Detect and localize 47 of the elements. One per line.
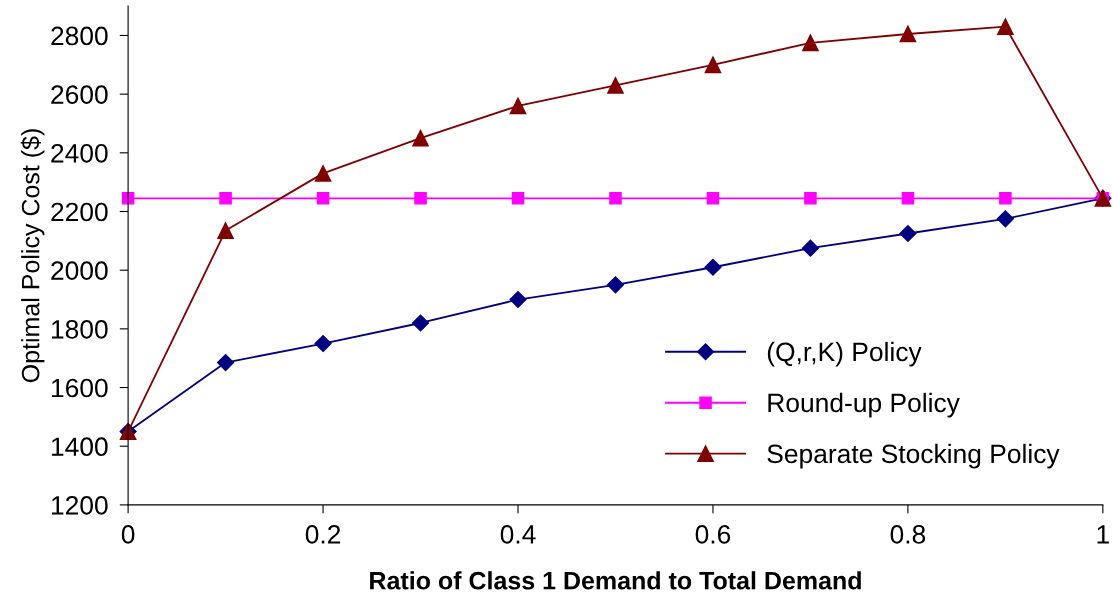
y-tick-label: 2800	[51, 26, 108, 46]
y-tick-label: 2400	[51, 143, 108, 163]
point	[804, 192, 817, 205]
point	[606, 276, 625, 294]
point	[899, 224, 917, 243]
y-tick-label: 1800	[51, 319, 108, 339]
point	[706, 192, 720, 205]
x-tick-label: 0.4	[500, 525, 536, 544]
point	[999, 192, 1012, 205]
y-tick-label: 1400	[51, 437, 108, 457]
y-tick-label: 1200	[51, 496, 108, 515]
x-tick-label: 0	[121, 525, 135, 544]
point	[802, 34, 819, 52]
point	[899, 25, 917, 43]
point	[996, 210, 1014, 228]
x-tick-label: 0.2	[305, 525, 341, 544]
point	[801, 239, 819, 257]
point	[511, 192, 525, 205]
point	[411, 314, 430, 332]
legend-label: Separate Stocking Policy	[767, 443, 1060, 469]
point	[316, 192, 330, 205]
point	[704, 56, 722, 74]
point	[414, 192, 427, 205]
point	[217, 222, 234, 239]
point	[314, 165, 332, 182]
x-tick-label: 1	[1097, 525, 1109, 544]
legend-label: Round-up Policy	[768, 392, 960, 418]
point	[607, 77, 624, 94]
point	[219, 192, 232, 205]
x-tick-label: 0.8	[890, 525, 926, 544]
point	[509, 97, 527, 115]
x-tick-label: 0.6	[695, 525, 731, 544]
point	[997, 18, 1014, 35]
legend-label: (Q,r,K) Policy	[767, 341, 922, 367]
point	[217, 354, 235, 372]
y-tick-label: 1600	[51, 378, 108, 398]
point	[314, 334, 332, 353]
point	[609, 192, 622, 205]
x-axis-title: Ratio of Class 1 Demand to Total Demand	[370, 571, 861, 590]
y-tick-label: 2000	[51, 261, 108, 280]
y-tick-label: 2600	[51, 85, 108, 104]
point	[412, 129, 429, 147]
point	[901, 192, 915, 205]
y-axis-title: Optimal Policy Cost ($)	[20, 129, 45, 383]
point	[509, 290, 527, 309]
point	[704, 258, 722, 276]
y-tick-label: 2200	[51, 202, 108, 222]
